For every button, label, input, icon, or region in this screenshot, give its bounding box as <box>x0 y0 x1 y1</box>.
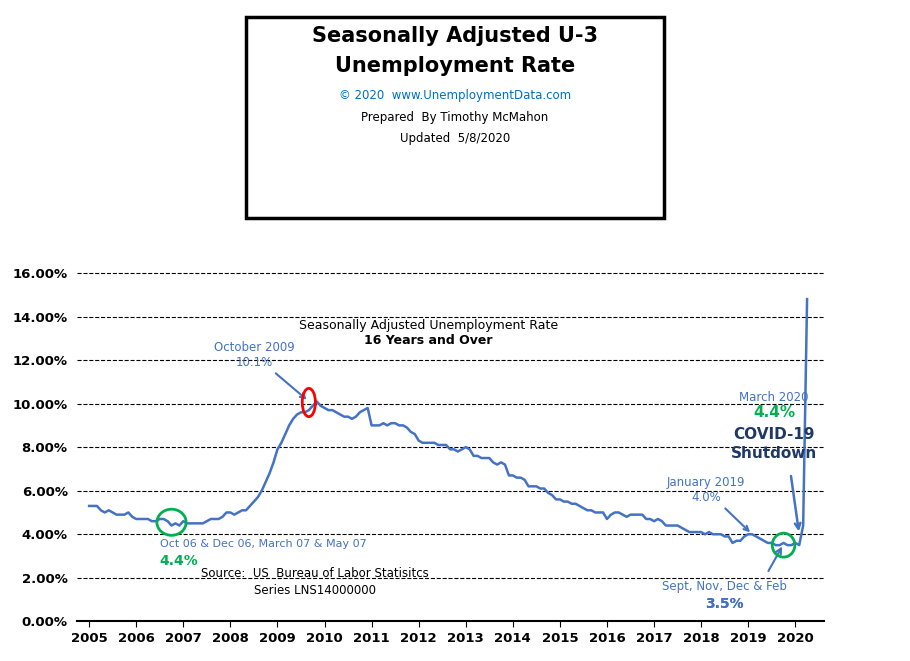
Text: 16 Years and Over: 16 Years and Over <box>364 334 492 347</box>
Text: 4.4%: 4.4% <box>160 554 198 568</box>
Text: Prepared  By Timothy McMahon: Prepared By Timothy McMahon <box>361 111 549 124</box>
Text: Updated  5/8/2020: Updated 5/8/2020 <box>399 132 511 145</box>
Text: January 2019
4.0%: January 2019 4.0% <box>667 476 748 531</box>
Text: Unemployment Rate: Unemployment Rate <box>335 56 575 76</box>
Text: Source:  US  Bureau of Labor Statisitcs: Source: US Bureau of Labor Statisitcs <box>201 567 429 580</box>
Text: 3.5%: 3.5% <box>705 598 744 611</box>
Text: Series LNS14000000: Series LNS14000000 <box>254 584 376 598</box>
Text: Oct 06 & Dec 06, March 07 & May 07: Oct 06 & Dec 06, March 07 & May 07 <box>160 539 367 549</box>
Text: 4.4%: 4.4% <box>753 405 795 420</box>
Text: COVID-19: COVID-19 <box>733 426 814 442</box>
Text: Seasonally Adjusted U-3: Seasonally Adjusted U-3 <box>312 26 598 46</box>
Text: Shutdown: Shutdown <box>731 446 817 461</box>
Text: © 2020  www.UnemploymentData.com: © 2020 www.UnemploymentData.com <box>339 89 571 102</box>
Text: Seasonally Adjusted Unemployment Rate: Seasonally Adjusted Unemployment Rate <box>298 319 558 332</box>
Text: 3.5%: 3.5% <box>705 598 744 611</box>
Text: Sept, Nov, Dec & Feb: Sept, Nov, Dec & Feb <box>662 580 787 593</box>
Text: March 2020: March 2020 <box>739 391 809 404</box>
Text: October 2009
10.1%: October 2009 10.1% <box>214 341 305 398</box>
